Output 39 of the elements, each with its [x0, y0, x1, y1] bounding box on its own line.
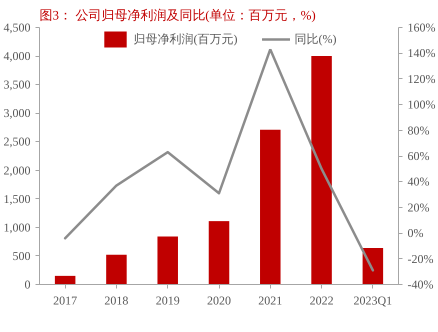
x-tick-label: 2018: [104, 294, 128, 308]
chart-title: 图3： 公司归母净利润及同比(单位：百万元，%): [40, 8, 316, 22]
y-tick-label: 4,500: [4, 20, 30, 34]
y2-tick-label: -40%: [408, 278, 434, 292]
y-tick-label: 500: [12, 248, 30, 263]
bar: [311, 56, 332, 284]
y-tick-label: 2,000: [4, 163, 30, 178]
y2-tick-label: 80%: [408, 123, 430, 138]
x-tick-label: 2017: [53, 294, 78, 308]
y2-tick-label: 60%: [408, 149, 430, 163]
y2-tick-label: 160%: [408, 20, 436, 34]
legend-label: 归母净利润(百万元): [134, 30, 238, 48]
y-tick-label: 3,500: [4, 78, 30, 92]
x-tick-label: 2021: [258, 294, 282, 308]
y-tick-label: 1,000: [4, 220, 30, 234]
y-tick-label: 3,000: [4, 106, 30, 120]
y2-tick-label: 40%: [408, 174, 430, 189]
bar: [54, 276, 76, 284]
bar: [106, 254, 127, 284]
y2-tick-label: 20%: [408, 200, 430, 214]
y2-tick-label: 0%: [408, 226, 424, 240]
line-series: [64, 48, 374, 272]
bar: [362, 248, 384, 284]
y-tick-label: 4,000: [4, 49, 30, 64]
x-tick-label: 2019: [156, 294, 180, 308]
y-tick-label: 1,500: [4, 192, 30, 206]
x-tick-label: 2022: [310, 294, 334, 308]
bar: [208, 221, 230, 284]
legend-label: 同比(%): [294, 30, 336, 48]
x-tick-label: 2020: [207, 294, 231, 308]
y2-tick-label: 120%: [408, 72, 436, 86]
y2-tick-label: 100%: [408, 98, 436, 112]
y2-tick-label: 140%: [408, 46, 436, 60]
y-tick-label: 0: [24, 278, 30, 292]
bar: [260, 130, 281, 284]
bar: [157, 236, 178, 284]
x-tick-label: 2023Q1: [354, 294, 392, 308]
y-tick-label: 2,500: [4, 134, 30, 149]
y2-tick-label: -20%: [408, 252, 434, 266]
